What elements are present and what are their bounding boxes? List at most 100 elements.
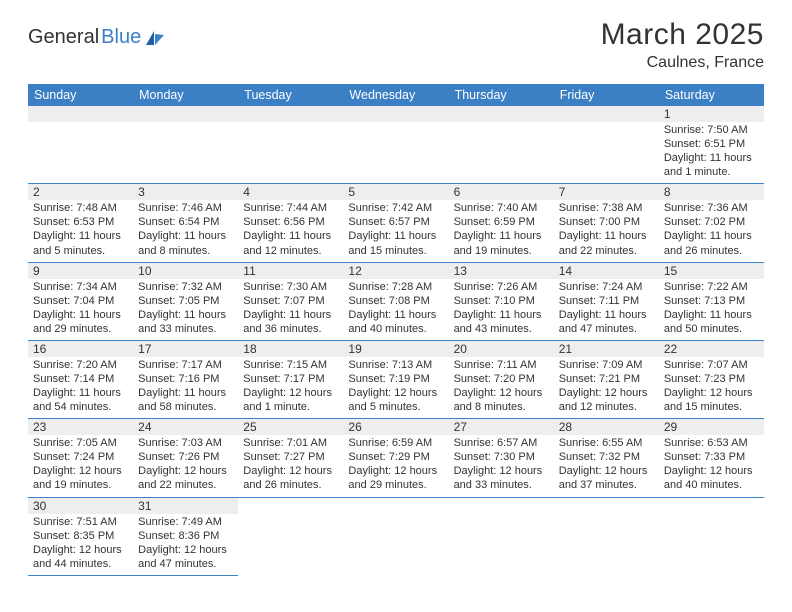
day-number: 19 xyxy=(343,341,448,357)
day-detail: Sunrise: 7:17 AMSunset: 7:16 PMDaylight:… xyxy=(133,357,238,418)
brand-logo: GeneralBlue xyxy=(28,26,166,49)
daylight-text: Daylight: 11 hours and 19 minutes. xyxy=(454,229,549,257)
daylight-text: Daylight: 11 hours and 50 minutes. xyxy=(664,308,759,336)
daylight-text: Daylight: 12 hours and 47 minutes. xyxy=(138,543,233,571)
sunset-text: Sunset: 7:29 PM xyxy=(348,450,443,464)
sunrise-text: Sunrise: 7:13 AM xyxy=(348,358,443,372)
daylight-text: Daylight: 12 hours and 22 minutes. xyxy=(138,464,233,492)
day-number-empty xyxy=(449,106,554,122)
day-number: 24 xyxy=(133,419,238,435)
daylight-text: Daylight: 11 hours and 1 minute. xyxy=(664,151,759,179)
day-number: 9 xyxy=(28,263,133,279)
dow-tuesday: Tuesday xyxy=(238,84,343,106)
sunset-text: Sunset: 7:11 PM xyxy=(559,294,654,308)
sunset-text: Sunset: 7:14 PM xyxy=(33,372,128,386)
daylight-text: Daylight: 12 hours and 29 minutes. xyxy=(348,464,443,492)
day-number: 18 xyxy=(238,341,343,357)
sunset-text: Sunset: 7:23 PM xyxy=(664,372,759,386)
sunset-text: Sunset: 7:20 PM xyxy=(454,372,549,386)
sunset-text: Sunset: 6:56 PM xyxy=(243,215,338,229)
day-cell: 12Sunrise: 7:28 AMSunset: 7:08 PMDayligh… xyxy=(343,262,448,340)
week-row: 30Sunrise: 7:51 AMSunset: 8:35 PMDayligh… xyxy=(28,497,764,575)
sail-icon xyxy=(144,29,166,47)
day-number: 8 xyxy=(659,184,764,200)
sunset-text: Sunset: 7:32 PM xyxy=(559,450,654,464)
day-number: 4 xyxy=(238,184,343,200)
daylight-text: Daylight: 12 hours and 12 minutes. xyxy=(559,386,654,414)
sunset-text: Sunset: 7:24 PM xyxy=(33,450,128,464)
sunrise-text: Sunrise: 7:15 AM xyxy=(243,358,338,372)
day-cell: 27Sunrise: 6:57 AMSunset: 7:30 PMDayligh… xyxy=(449,419,554,497)
sunrise-text: Sunrise: 7:40 AM xyxy=(454,201,549,215)
brand-text-2: Blue xyxy=(101,26,141,49)
day-detail: Sunrise: 7:50 AMSunset: 6:51 PMDaylight:… xyxy=(659,122,764,183)
sunrise-text: Sunrise: 6:55 AM xyxy=(559,436,654,450)
day-number: 23 xyxy=(28,419,133,435)
month-title: March 2025 xyxy=(601,18,764,52)
day-detail: Sunrise: 7:15 AMSunset: 7:17 PMDaylight:… xyxy=(238,357,343,418)
brand-text-1: General xyxy=(28,26,99,49)
day-number: 30 xyxy=(28,498,133,514)
day-cell xyxy=(28,106,133,184)
daylight-text: Daylight: 11 hours and 5 minutes. xyxy=(33,229,128,257)
sunrise-text: Sunrise: 7:34 AM xyxy=(33,280,128,294)
daylight-text: Daylight: 11 hours and 54 minutes. xyxy=(33,386,128,414)
day-number-empty xyxy=(28,106,133,122)
day-cell: 22Sunrise: 7:07 AMSunset: 7:23 PMDayligh… xyxy=(659,340,764,418)
day-detail: Sunrise: 6:59 AMSunset: 7:29 PMDaylight:… xyxy=(343,435,448,496)
day-detail: Sunrise: 7:28 AMSunset: 7:08 PMDaylight:… xyxy=(343,279,448,340)
day-detail-empty xyxy=(238,122,343,183)
daylight-text: Daylight: 12 hours and 5 minutes. xyxy=(348,386,443,414)
sunset-text: Sunset: 7:10 PM xyxy=(454,294,549,308)
sunset-text: Sunset: 6:53 PM xyxy=(33,215,128,229)
title-block: March 2025 Caulnes, France xyxy=(601,18,764,72)
daylight-text: Daylight: 12 hours and 44 minutes. xyxy=(33,543,128,571)
day-cell: 30Sunrise: 7:51 AMSunset: 8:35 PMDayligh… xyxy=(28,497,133,575)
sunset-text: Sunset: 7:16 PM xyxy=(138,372,233,386)
daylight-text: Daylight: 11 hours and 58 minutes. xyxy=(138,386,233,414)
day-detail: Sunrise: 7:30 AMSunset: 7:07 PMDaylight:… xyxy=(238,279,343,340)
sunset-text: Sunset: 7:19 PM xyxy=(348,372,443,386)
day-cell: 7Sunrise: 7:38 AMSunset: 7:00 PMDaylight… xyxy=(554,184,659,262)
week-row: 2Sunrise: 7:48 AMSunset: 6:53 PMDaylight… xyxy=(28,184,764,262)
sunset-text: Sunset: 7:33 PM xyxy=(664,450,759,464)
day-detail: Sunrise: 7:46 AMSunset: 6:54 PMDaylight:… xyxy=(133,200,238,261)
sunset-text: Sunset: 6:59 PM xyxy=(454,215,549,229)
dow-monday: Monday xyxy=(133,84,238,106)
day-detail: Sunrise: 7:36 AMSunset: 7:02 PMDaylight:… xyxy=(659,200,764,261)
day-number: 14 xyxy=(554,263,659,279)
sunrise-text: Sunrise: 6:59 AM xyxy=(348,436,443,450)
sunrise-text: Sunrise: 7:20 AM xyxy=(33,358,128,372)
day-number: 5 xyxy=(343,184,448,200)
daylight-text: Daylight: 11 hours and 47 minutes. xyxy=(559,308,654,336)
day-cell: 21Sunrise: 7:09 AMSunset: 7:21 PMDayligh… xyxy=(554,340,659,418)
day-number: 13 xyxy=(449,263,554,279)
day-cell xyxy=(133,106,238,184)
day-cell: 26Sunrise: 6:59 AMSunset: 7:29 PMDayligh… xyxy=(343,419,448,497)
dow-saturday: Saturday xyxy=(659,84,764,106)
day-detail-empty xyxy=(554,122,659,183)
day-number: 10 xyxy=(133,263,238,279)
day-cell: 23Sunrise: 7:05 AMSunset: 7:24 PMDayligh… xyxy=(28,419,133,497)
sunrise-text: Sunrise: 7:32 AM xyxy=(138,280,233,294)
daylight-text: Daylight: 12 hours and 37 minutes. xyxy=(559,464,654,492)
day-detail: Sunrise: 6:55 AMSunset: 7:32 PMDaylight:… xyxy=(554,435,659,496)
sunset-text: Sunset: 7:08 PM xyxy=(348,294,443,308)
daylight-text: Daylight: 11 hours and 36 minutes. xyxy=(243,308,338,336)
day-detail: Sunrise: 7:11 AMSunset: 7:20 PMDaylight:… xyxy=(449,357,554,418)
daylight-text: Daylight: 12 hours and 40 minutes. xyxy=(664,464,759,492)
sunset-text: Sunset: 6:51 PM xyxy=(664,137,759,151)
day-number: 17 xyxy=(133,341,238,357)
day-detail: Sunrise: 7:40 AMSunset: 6:59 PMDaylight:… xyxy=(449,200,554,261)
day-detail-empty xyxy=(133,122,238,183)
day-number: 6 xyxy=(449,184,554,200)
day-number: 27 xyxy=(449,419,554,435)
day-detail: Sunrise: 7:01 AMSunset: 7:27 PMDaylight:… xyxy=(238,435,343,496)
day-number-empty xyxy=(133,106,238,122)
day-detail-empty xyxy=(343,122,448,183)
location-label: Caulnes, France xyxy=(601,54,764,72)
sunrise-text: Sunrise: 7:51 AM xyxy=(33,515,128,529)
day-cell xyxy=(343,106,448,184)
day-number: 21 xyxy=(554,341,659,357)
day-detail: Sunrise: 6:57 AMSunset: 7:30 PMDaylight:… xyxy=(449,435,554,496)
